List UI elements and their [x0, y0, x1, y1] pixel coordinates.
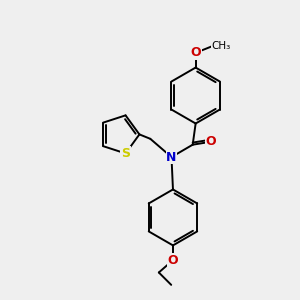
Text: N: N [166, 151, 177, 164]
Text: O: O [206, 135, 216, 148]
Text: S: S [121, 147, 130, 160]
Text: O: O [168, 254, 178, 267]
Text: CH₃: CH₃ [212, 41, 231, 51]
Text: O: O [190, 46, 201, 59]
